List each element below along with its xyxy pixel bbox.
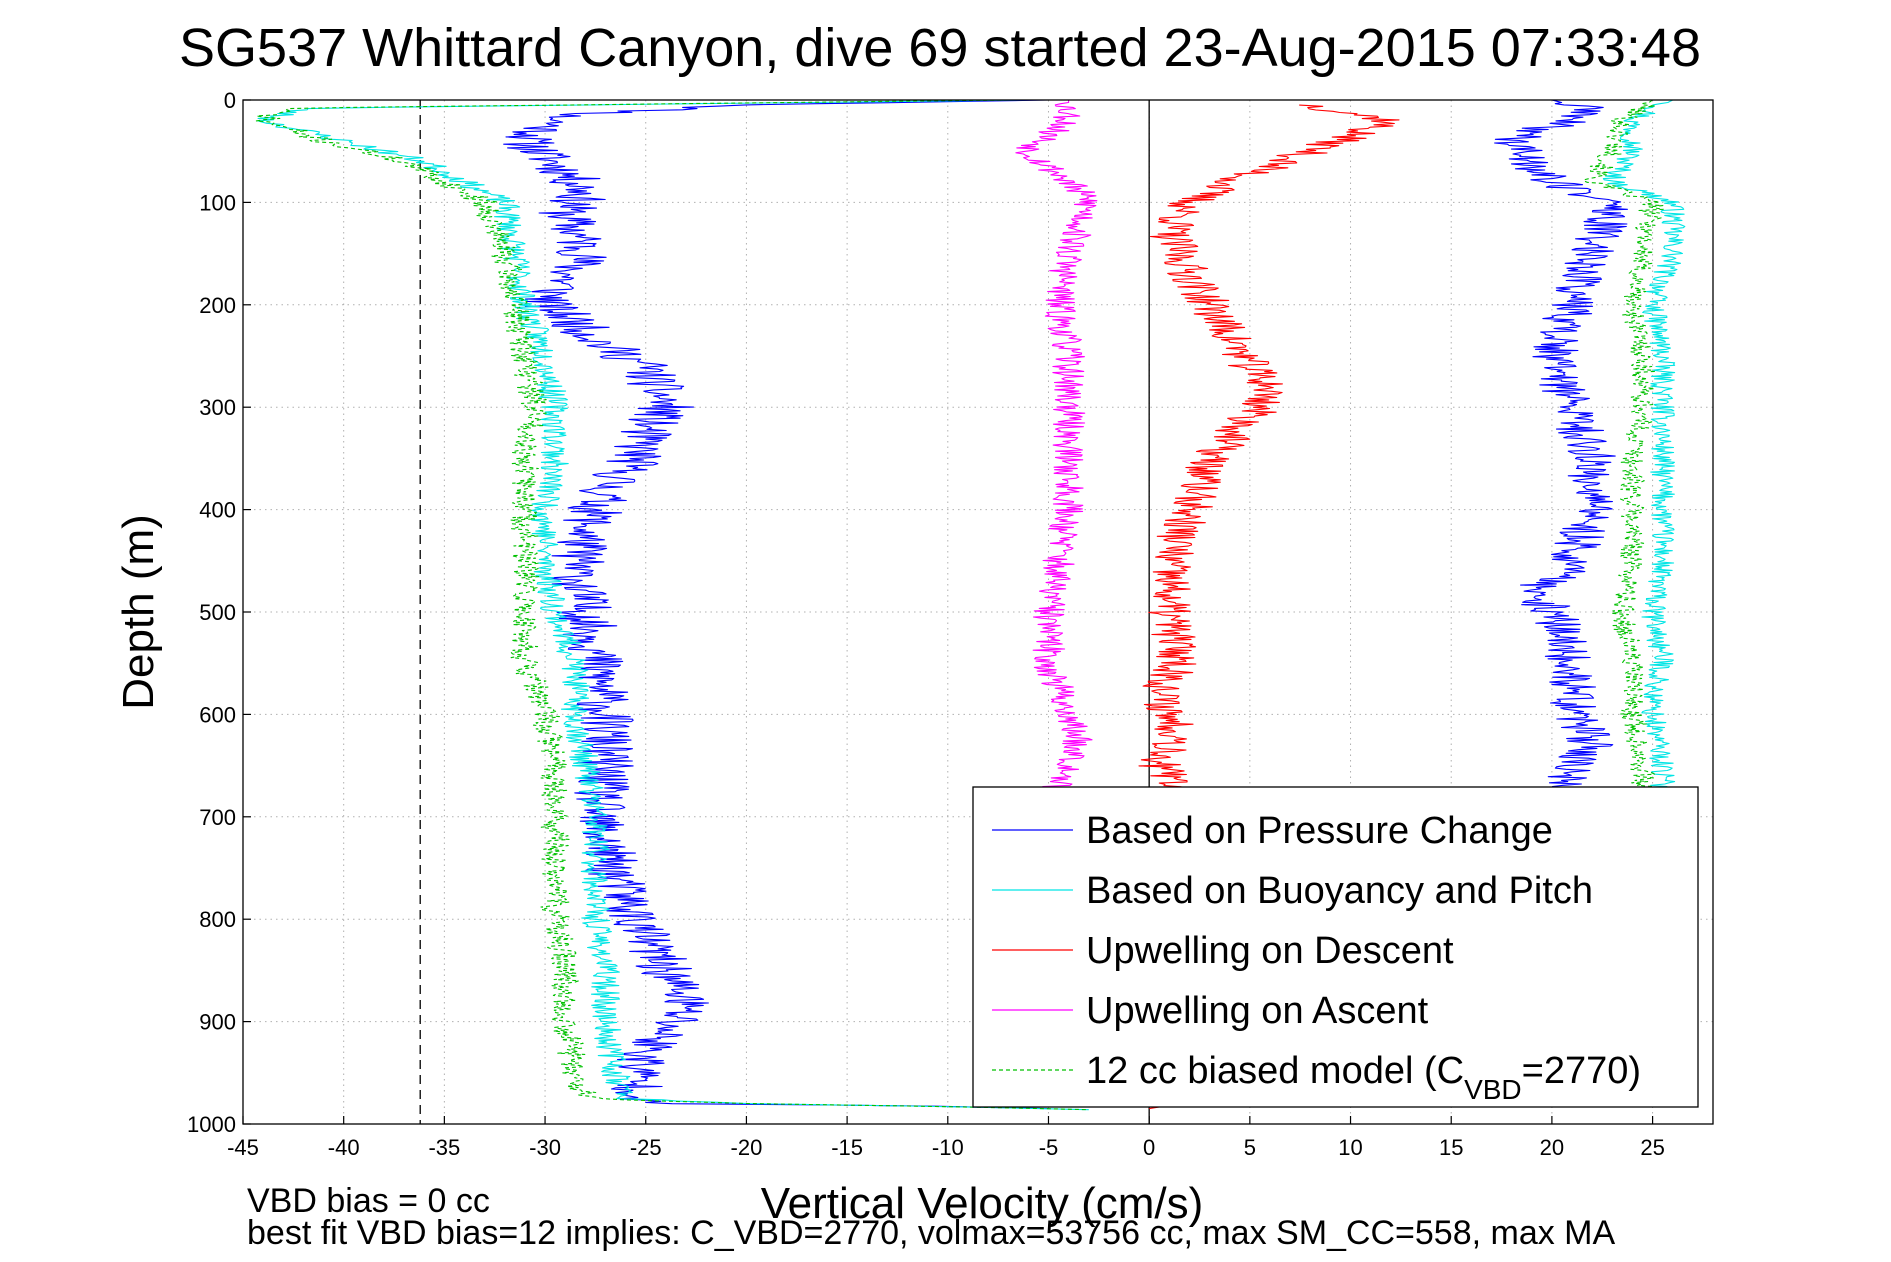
x-tick-label: -45: [227, 1135, 259, 1160]
series-line: [255, 99, 1089, 1111]
annotations: VBD bias = 0 cc best fit VBD bias=12 imp…: [247, 1182, 1616, 1252]
chart-title: SG537 Whittard Canyon, dive 69 started 2…: [179, 18, 1701, 78]
x-tick-label: 0: [1143, 1135, 1155, 1160]
x-tick-label: 5: [1244, 1135, 1256, 1160]
y-tick-label: 400: [199, 498, 236, 523]
y-tick-label: 1000: [187, 1112, 236, 1137]
y-tick-label: 200: [199, 293, 236, 318]
legend-label: Upwelling on Ascent: [1086, 990, 1429, 1032]
x-tick-label: -35: [428, 1135, 460, 1160]
y-tick-label: 600: [199, 702, 236, 727]
x-tick-label: 25: [1640, 1135, 1664, 1160]
x-tick-label: 15: [1439, 1135, 1463, 1160]
x-tick-label: -25: [630, 1135, 662, 1160]
x-axis-title: Vertical Velocity (cm/s): [761, 1179, 1204, 1228]
y-tick-label: 500: [199, 600, 236, 625]
series-line: [1015, 100, 1098, 797]
annotation-best-fit: best fit VBD bias=12 implies: C_VBD=2770…: [247, 1214, 1616, 1252]
series-line: [1583, 99, 1664, 797]
legend-box: [972, 786, 1699, 1108]
x-tick-label: -5: [1039, 1135, 1059, 1160]
x-tick-label: -40: [328, 1135, 360, 1160]
x-tick-label: -20: [731, 1135, 763, 1160]
y-tick-label: 0: [224, 88, 236, 113]
x-tick-label: -15: [831, 1135, 863, 1160]
x-tick-label: -30: [529, 1135, 561, 1160]
y-tick-label: 300: [199, 395, 236, 420]
y-axis-title: Depth (m): [114, 514, 163, 710]
x-tick-label: 10: [1338, 1135, 1362, 1160]
y-tick-label: 700: [199, 805, 236, 830]
legend: Based on Pressure Change Based on Buoyanc…: [972, 786, 1699, 1108]
annotation-vbd-bias: VBD bias = 0 cc: [247, 1182, 490, 1220]
series-group: [255, 99, 1686, 1111]
series-line: [1494, 99, 1628, 797]
y-tick-label: 100: [199, 190, 236, 215]
series-line: [1602, 99, 1686, 797]
legend-label: Upwelling on Descent: [1086, 930, 1454, 972]
y-tick-label: 900: [199, 1010, 236, 1035]
series-line: [503, 99, 1049, 1110]
x-tick-label: 20: [1540, 1135, 1564, 1160]
x-tick-label: -10: [932, 1135, 964, 1160]
y-tick-label: 800: [199, 907, 236, 932]
ticks: -45 -40 -35 -30 -25 -20 -15 -10 -5 0 5 10 15 20 25 0 100…: [187, 88, 1665, 1160]
legend-label: Based on Pressure Change: [1086, 810, 1553, 852]
legend-label: Based on Buoyancy and Pitch: [1086, 870, 1593, 912]
